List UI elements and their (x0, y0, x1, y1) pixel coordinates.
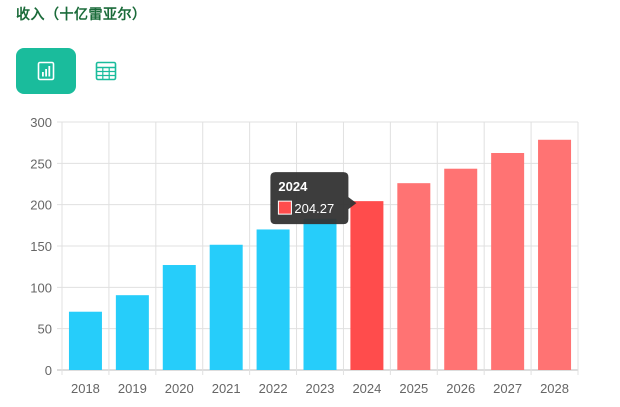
x-tick-label: 2024 (352, 381, 381, 396)
bar-2022[interactable] (256, 229, 290, 370)
axis-labels: 0 50 100 150 200 250 300 2018 2019 2020 2021 2022 20… (30, 115, 569, 396)
x-tick-label: 2021 (212, 381, 241, 396)
bar-2027[interactable] (491, 153, 525, 370)
x-tick-label: 2020 (165, 381, 194, 396)
x-tick-label: 2022 (259, 381, 288, 396)
table-grid-icon (95, 61, 117, 81)
y-tick-label: 300 (30, 115, 52, 130)
bar-2018[interactable] (68, 311, 102, 370)
y-tick-label: 50 (38, 322, 52, 337)
y-tick-label: 200 (30, 198, 52, 213)
tooltip-swatch (277, 200, 292, 215)
x-tick-label: 2025 (399, 381, 428, 396)
y-tick-label: 150 (30, 239, 52, 254)
bar-2020[interactable] (162, 265, 196, 370)
chart-view-button[interactable] (16, 48, 76, 94)
bars (68, 139, 572, 370)
bar-2019[interactable] (115, 295, 149, 370)
x-tick-label: 2028 (540, 381, 569, 396)
tooltip-title: 2024 (278, 179, 308, 194)
bar-chart-icon (37, 61, 55, 81)
x-tick-label: 2018 (71, 381, 100, 396)
x-tick-label: 2023 (306, 381, 335, 396)
bar-2028[interactable] (538, 139, 572, 370)
bar-2024[interactable] (350, 201, 384, 370)
chart-title: 收入（十亿雷亚尔） (16, 6, 147, 22)
tooltip-value: 204.27 (294, 201, 334, 216)
y-tick-label: 100 (30, 280, 52, 295)
table-view-button[interactable] (76, 48, 136, 94)
bar-2026[interactable] (444, 168, 478, 370)
bar-2021[interactable] (209, 244, 243, 370)
tooltip: 2024 204.27 (270, 172, 357, 225)
y-tick-label: 250 (30, 156, 52, 171)
y-tick-label: 0 (45, 363, 52, 378)
bar-2025[interactable] (397, 183, 431, 370)
x-tick-label: 2026 (446, 381, 475, 396)
x-tick-label: 2019 (118, 381, 147, 396)
x-tick-label: 2027 (493, 381, 522, 396)
bar-2023[interactable] (303, 218, 337, 370)
